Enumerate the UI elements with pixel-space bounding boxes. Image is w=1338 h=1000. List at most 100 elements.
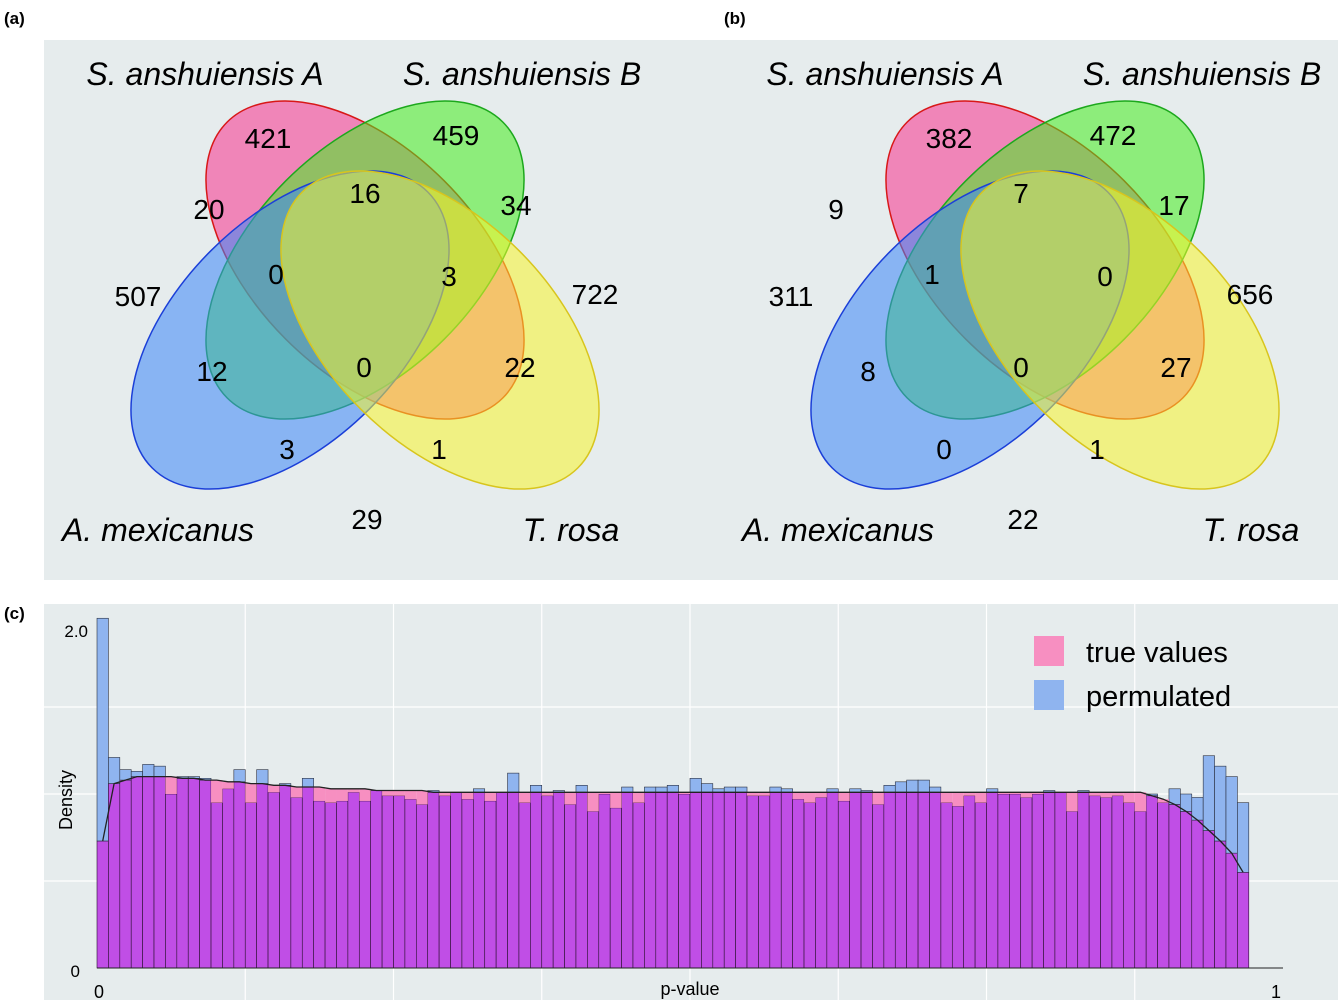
histogram-bar-overlap: [758, 795, 771, 969]
venn-count-a-m: 9: [828, 194, 844, 225]
histogram-bar-overlap: [301, 786, 314, 969]
histogram-bar-true-values: [1066, 792, 1078, 812]
histogram-bar-true-values: [290, 787, 303, 798]
histogram-bar-permulated: [621, 786, 634, 793]
histogram-bar-overlap: [393, 795, 406, 969]
legend-label-permulated: permulated: [1086, 681, 1231, 713]
histogram-bar-permulated: [655, 786, 668, 793]
histogram-bar-overlap: [370, 790, 383, 969]
histogram-bar-true-values: [382, 790, 394, 796]
histogram-bar-overlap: [1088, 795, 1101, 969]
histogram-bar-overlap: [792, 798, 805, 969]
histogram-bar-overlap: [1214, 840, 1227, 969]
venn-count-a-b-t: 0: [1097, 261, 1113, 292]
histogram-bar-overlap: [986, 791, 999, 969]
histogram-bar-overlap: [815, 797, 828, 969]
histogram-bar-overlap: [712, 791, 725, 969]
venn-count-b-only: 472: [1090, 120, 1137, 151]
histogram-bar-true-values: [632, 792, 645, 803]
x-tick-1: 1: [1271, 982, 1281, 1000]
histogram-bar-overlap: [484, 800, 497, 969]
histogram-bar-permulated: [507, 772, 520, 793]
histogram-bar-overlap: [336, 800, 349, 969]
histogram-bar-overlap: [96, 840, 109, 969]
histogram-bar-overlap: [1111, 795, 1124, 969]
histogram-bar-true-values: [461, 792, 474, 800]
x-axis-title: p-value: [660, 979, 719, 999]
y-axis-title: Density: [56, 770, 76, 830]
histogram-bar-overlap: [313, 800, 326, 969]
histogram-bar-true-values: [975, 792, 987, 803]
histogram-bar-overlap: [929, 791, 942, 969]
histogram-bar-true-values: [838, 792, 850, 801]
histogram-bar-overlap: [187, 778, 200, 969]
histogram-bar-overlap: [735, 791, 748, 969]
histogram-bar-overlap: [244, 802, 257, 969]
histogram-bar-true-values: [1134, 792, 1147, 812]
legend-swatch-permulated: [1034, 680, 1064, 710]
histogram-bar-permulated: [96, 617, 109, 842]
histogram-bar-overlap: [530, 791, 543, 969]
histogram-bar-true-values: [1111, 792, 1124, 796]
set-label-s-anshuiensis-b: S. anshuiensis B: [1083, 56, 1321, 92]
histogram-bar-overlap: [598, 793, 611, 969]
venn-count-a-t: 22: [504, 352, 535, 383]
histogram-bar-overlap: [1066, 811, 1079, 969]
histogram-bar-overlap: [210, 802, 223, 969]
histogram-bar-overlap: [644, 791, 657, 969]
histogram-bar-permulated: [906, 779, 919, 793]
histogram-bar-overlap: [473, 791, 486, 969]
set-ellipse-t-rosa: [960, 170, 1280, 490]
histogram-bar-overlap: [951, 805, 964, 969]
histogram-bar-overlap: [267, 791, 280, 969]
histogram-bar-true-values: [1157, 799, 1169, 803]
venn-count-t-only: 656: [1227, 279, 1274, 310]
histogram-bar-overlap: [119, 779, 132, 969]
histogram-bar-true-values: [1089, 792, 1101, 796]
histogram-bar-overlap: [130, 776, 143, 969]
panel-label-a: (a): [4, 9, 25, 28]
histogram-bar-overlap: [1009, 793, 1022, 969]
histogram-bar-overlap: [176, 778, 189, 969]
venn-count-a-only: 382: [926, 123, 973, 154]
histogram-bar-true-values: [416, 790, 428, 805]
venn-count-a-m-t: 1: [431, 434, 447, 465]
histogram-bar-true-values: [439, 792, 451, 796]
venn-count-b-t: 17: [1158, 190, 1189, 221]
histogram-bar-overlap: [324, 802, 337, 969]
histogram-bar-overlap: [564, 804, 577, 969]
histogram-bar-overlap: [290, 797, 303, 969]
venn-count-a-b-m-t: 0: [356, 352, 372, 383]
histogram-bar-overlap: [1157, 802, 1170, 969]
venn-count-a-m: 20: [193, 194, 224, 225]
histogram-bar-overlap: [1100, 797, 1113, 969]
set-label-s-anshuiensis-a: S. anshuiensis A: [766, 56, 1003, 92]
venn-count-b-m-t: 0: [936, 434, 952, 465]
histogram-bar-overlap: [495, 791, 508, 969]
histogram-bar-permulated: [644, 786, 657, 793]
venn-count-a-m-t: 1: [1089, 434, 1105, 465]
histogram-bar-overlap: [689, 791, 702, 969]
venn-count-m-t: 22: [1007, 504, 1038, 535]
venn-count-a-only: 421: [245, 123, 292, 154]
set-label-s-anshuiensis-a: S. anshuiensis A: [86, 56, 323, 92]
histogram-bar-overlap: [416, 804, 429, 969]
venn-count-a-b-m: 0: [268, 259, 284, 290]
set-label-a-mexicanus: A. mexicanus: [60, 512, 254, 548]
x-tick-0: 0: [94, 982, 104, 1000]
histogram-bar-permulated: [929, 786, 942, 793]
histogram-bar-overlap: [552, 791, 565, 969]
histogram-bar-true-values: [222, 781, 234, 789]
histogram-bar-permulated: [530, 784, 543, 793]
histogram-bar-permulated: [1225, 776, 1238, 854]
histogram-bar-overlap: [1123, 802, 1136, 969]
histogram-bar-overlap: [108, 783, 121, 969]
histogram-bar-overlap: [256, 783, 269, 969]
true-values-density-curve: [102, 775, 1244, 873]
histogram-bar-true-values: [997, 792, 1010, 794]
histogram-bar-overlap: [381, 795, 394, 969]
histogram-bar-true-values: [336, 788, 348, 801]
histogram-bar-true-values: [598, 792, 611, 794]
histogram-bar-overlap: [1191, 819, 1204, 969]
histogram-bar-overlap: [894, 791, 907, 969]
